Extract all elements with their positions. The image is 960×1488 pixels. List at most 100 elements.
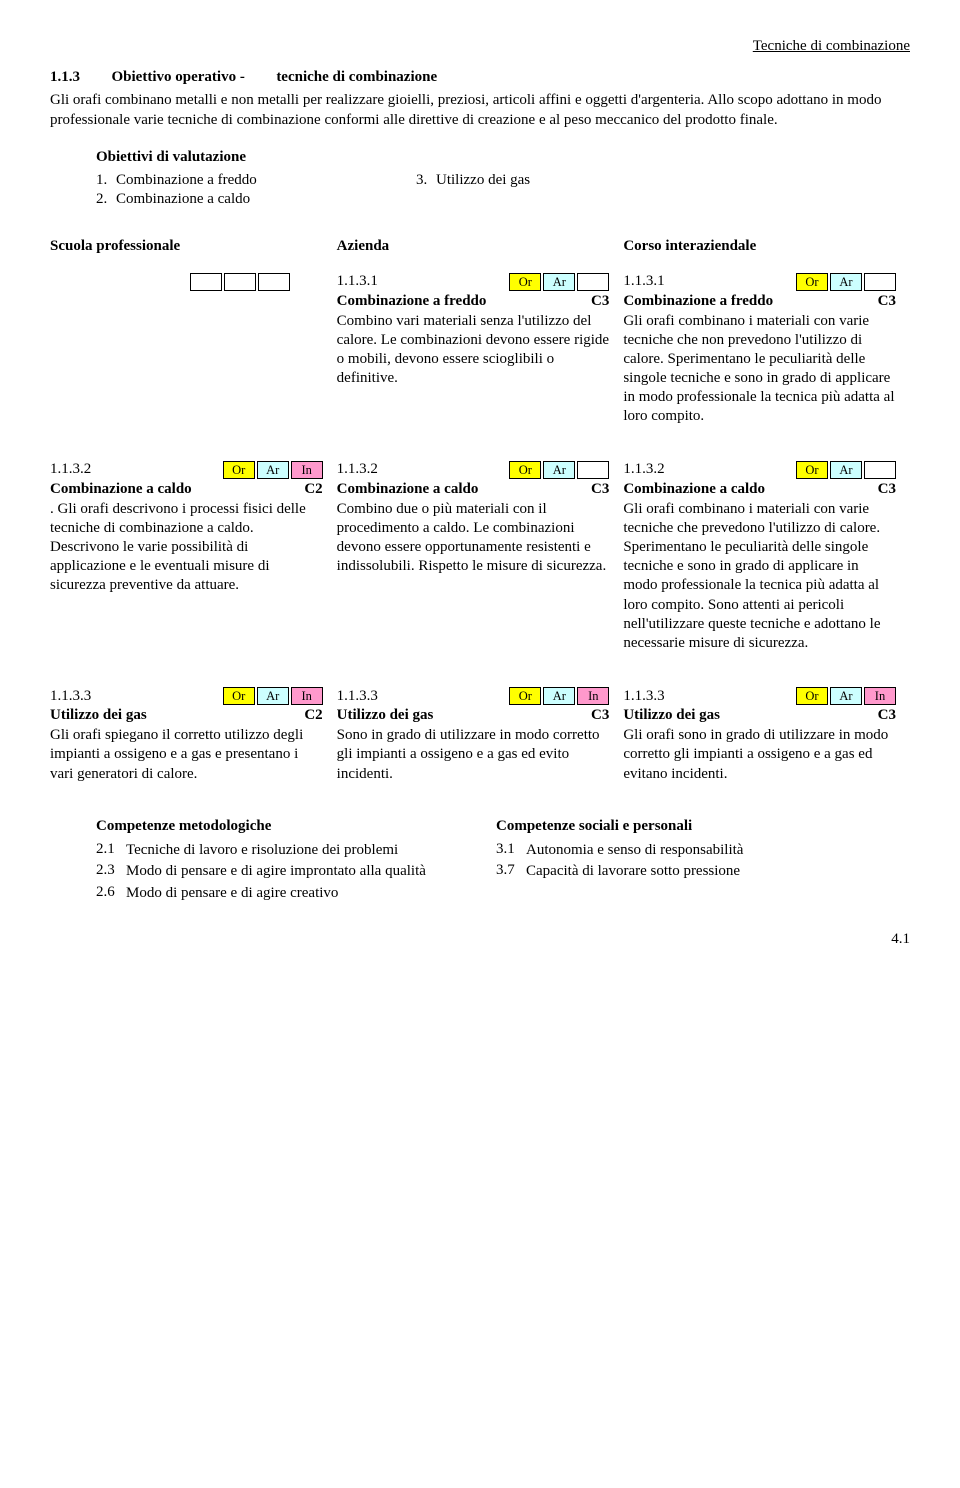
item-level: C2 bbox=[304, 481, 322, 498]
empty-box bbox=[224, 273, 256, 291]
content-cell: 1.1.3.2 OrAr Combinazione a caldo C3 Combino… bbox=[337, 461, 624, 654]
content-cell: 1.1.3.3 OrArIn Utilizzo dei gas C3 Gli orafi… bbox=[623, 687, 910, 784]
tag-group: OrAr bbox=[507, 273, 609, 291]
item-code: 1.1.3.3 bbox=[50, 688, 91, 705]
tag-ar: Ar bbox=[830, 273, 862, 291]
tag-in: In bbox=[291, 687, 323, 705]
tag-blank bbox=[577, 461, 609, 479]
comp-item: 2.3Modo di pensare e di agire improntato… bbox=[96, 862, 496, 882]
intro-text: Gli orafi combinano metalli e non metall… bbox=[50, 90, 910, 131]
comp-item: 2.6Modo di pensare e di agire creativo bbox=[96, 884, 496, 904]
tag-group: OrAr bbox=[794, 461, 896, 479]
tag-or: Or bbox=[509, 461, 541, 479]
comp-text: Autonomia e senso di responsabilità bbox=[526, 841, 896, 861]
obj-text: Utilizzo dei gas bbox=[436, 172, 530, 188]
item-level: C3 bbox=[591, 707, 609, 724]
tag-ar: Ar bbox=[543, 687, 575, 705]
tag-in: In bbox=[864, 687, 896, 705]
item-title: Combinazione a freddo bbox=[623, 293, 869, 310]
tag-ar: Ar bbox=[257, 461, 289, 479]
tag-group: OrAr bbox=[794, 273, 896, 291]
header-azienda: Azienda bbox=[337, 238, 624, 255]
item-title: Combinazione a caldo bbox=[623, 481, 869, 498]
content-cell: 1.1.3.1OrArCombinazione a freddoC3Combin… bbox=[337, 273, 624, 427]
content-cell: 1.1.3.1OrArCombinazione a freddoC3Gli or… bbox=[623, 273, 910, 427]
tag-group: OrArIn bbox=[507, 687, 609, 705]
tag-in: In bbox=[577, 687, 609, 705]
comp-text: Tecniche di lavoro e risoluzione dei pro… bbox=[126, 841, 496, 861]
item-title: Combinazione a caldo bbox=[50, 481, 296, 498]
tag-blank bbox=[577, 273, 609, 291]
item-level: C3 bbox=[591, 293, 609, 310]
tag-ar: Ar bbox=[543, 461, 575, 479]
item-title: Combinazione a freddo bbox=[337, 293, 583, 310]
item-title: Utilizzo dei gas bbox=[50, 707, 296, 724]
comp-num: 2.1 bbox=[96, 841, 126, 861]
obj-num: 1. bbox=[96, 172, 116, 189]
tag-or: Or bbox=[509, 687, 541, 705]
item-desc: Gli orafi combinano i materiali con vari… bbox=[623, 312, 896, 427]
content-cell: 1.1.3.3 OrArIn Utilizzo dei gas C3 Sono in g… bbox=[337, 687, 624, 784]
comp-social-title: Competenze sociali e personali bbox=[496, 818, 896, 835]
item-code: 1.1.3.2 bbox=[337, 461, 378, 478]
tag-in: In bbox=[291, 461, 323, 479]
item-level: C3 bbox=[591, 481, 609, 498]
tag-or: Or bbox=[796, 273, 828, 291]
obj-text: Combinazione a caldo bbox=[116, 191, 250, 207]
comp-text: Modo di pensare e di agire improntato al… bbox=[126, 862, 496, 882]
item-code: 1.1.3.2 bbox=[50, 461, 91, 478]
item-title: Combinazione a caldo bbox=[337, 481, 583, 498]
objectives-title: Obiettivi di valutazione bbox=[96, 149, 910, 166]
item-code: 1.1.3.3 bbox=[337, 688, 378, 705]
content-cell: 1.1.3.3OrArInUtilizzo dei gasC2Gli orafi… bbox=[50, 687, 337, 784]
item-desc: Gli orafi combinano i materiali con vari… bbox=[623, 500, 896, 654]
item-code: 1.1.3.3 bbox=[623, 688, 664, 705]
tag-group: OrAr bbox=[507, 461, 609, 479]
item-level: C3 bbox=[878, 293, 896, 310]
page-number: 4.1 bbox=[50, 931, 910, 948]
item-level: C3 bbox=[878, 481, 896, 498]
content-row: 1.1.3.3OrArInUtilizzo dei gasC2Gli orafi… bbox=[50, 687, 910, 784]
tag-or: Or bbox=[796, 461, 828, 479]
content-row: 1.1.3.2OrArInCombinazione a caldoC2. Gli… bbox=[50, 461, 910, 654]
item-title: Utilizzo dei gas bbox=[623, 707, 869, 724]
item-level: C3 bbox=[878, 707, 896, 724]
tag-or: Or bbox=[223, 687, 255, 705]
comp-item: 3.7Capacità di lavorare sotto pressione bbox=[496, 862, 896, 882]
heading-end: tecniche di combinazione bbox=[276, 69, 437, 85]
tag-or: Or bbox=[796, 687, 828, 705]
content-cell bbox=[50, 273, 337, 427]
tag-ar: Ar bbox=[543, 273, 575, 291]
heading-number: 1.1.3 bbox=[50, 69, 80, 85]
obj-num: 3. bbox=[416, 172, 436, 189]
content-cell: 1.1.3.2 OrArIn Combinazione a caldo C2 . Gli… bbox=[50, 461, 337, 654]
obj-num: 2. bbox=[96, 191, 116, 208]
item-desc: Gli orafi sono in grado di utilizzare in… bbox=[623, 726, 896, 784]
comp-item: 2.1Tecniche di lavoro e risoluzione dei … bbox=[96, 841, 496, 861]
comp-text: Modo di pensare e di agire creativo bbox=[126, 884, 496, 904]
tag-ar: Ar bbox=[830, 461, 862, 479]
empty-box bbox=[258, 273, 290, 291]
comp-num: 2.3 bbox=[96, 862, 126, 882]
tag-or: Or bbox=[509, 273, 541, 291]
item-title: Utilizzo dei gas bbox=[337, 707, 583, 724]
item-desc: . Gli orafi descrivono i processi fisici… bbox=[50, 500, 323, 596]
tag-blank bbox=[864, 461, 896, 479]
header-corso: Corso interaziendale bbox=[623, 238, 910, 255]
comp-method-title: Competenze metodologiche bbox=[96, 818, 496, 835]
item-code: 1.1.3.2 bbox=[623, 461, 664, 478]
obj-text: Combinazione a freddo bbox=[116, 172, 257, 188]
comp-num: 2.6 bbox=[96, 884, 126, 904]
tag-or: Or bbox=[223, 461, 255, 479]
empty-box bbox=[190, 273, 222, 291]
comp-num: 3.7 bbox=[496, 862, 526, 882]
column-headers: Scuola professionale Azienda Corso inter… bbox=[50, 238, 910, 255]
tag-group: OrArIn bbox=[794, 687, 896, 705]
item-desc: Sono in grado di utilizzare in modo corr… bbox=[337, 726, 610, 784]
content-cell: 1.1.3.2 OrAr Combinazione a caldo C3 Gli ora… bbox=[623, 461, 910, 654]
item-desc: Combino due o più materiali con il proce… bbox=[337, 500, 610, 577]
item-desc: Gli orafi spiegano il corretto utilizzo … bbox=[50, 726, 323, 784]
comp-item: 3.1Autonomia e senso di responsabilità bbox=[496, 841, 896, 861]
tag-ar: Ar bbox=[830, 687, 862, 705]
competencies: Competenze metodologiche 2.1Tecniche di … bbox=[96, 818, 910, 906]
